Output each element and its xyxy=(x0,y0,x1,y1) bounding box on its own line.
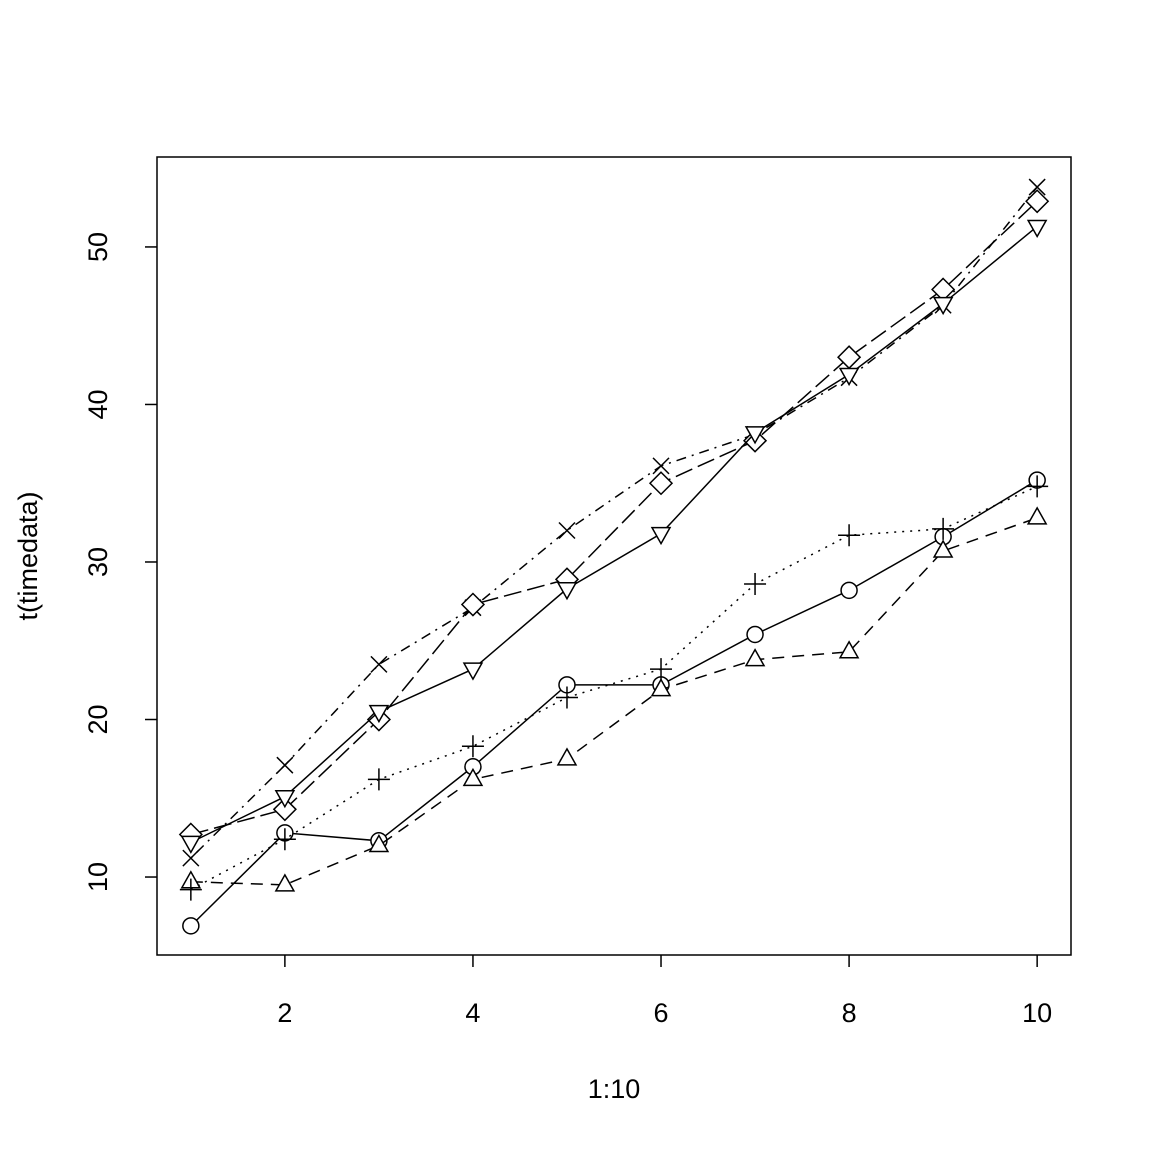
point-marker xyxy=(746,625,764,644)
point-marker xyxy=(460,592,486,617)
series-line xyxy=(190,485,1038,891)
point-marker xyxy=(273,828,296,851)
point-marker xyxy=(368,704,390,724)
series-line xyxy=(190,479,1038,927)
plot-box xyxy=(156,156,1072,956)
point-marker xyxy=(464,758,482,776)
y-tick-label: 40 xyxy=(83,389,113,419)
point-marker xyxy=(744,426,766,445)
point-marker xyxy=(462,767,484,787)
y-tick-label: 20 xyxy=(83,704,113,734)
point-marker xyxy=(182,849,200,867)
series-line xyxy=(190,225,1038,844)
point-marker xyxy=(180,835,202,854)
y-tick-label: 30 xyxy=(83,547,113,577)
x-tick-label: 4 xyxy=(465,998,480,1028)
x-tick-label: 2 xyxy=(277,998,292,1028)
point-marker xyxy=(1026,219,1048,238)
point-marker xyxy=(370,655,388,673)
point-marker xyxy=(838,367,860,387)
y-tick-label: 50 xyxy=(83,232,113,262)
point-marker xyxy=(932,539,954,558)
point-marker xyxy=(367,768,390,791)
series-line xyxy=(190,517,1038,886)
point-marker xyxy=(276,756,294,774)
x-tick-label: 8 xyxy=(842,998,857,1028)
series-line xyxy=(190,200,1038,836)
point-marker xyxy=(272,797,297,822)
point-marker xyxy=(556,582,578,601)
point-marker xyxy=(461,735,484,758)
point-marker xyxy=(1026,475,1049,498)
point-marker xyxy=(555,686,578,709)
point-marker xyxy=(744,648,766,667)
x-tick-label: 6 xyxy=(654,998,669,1028)
point-marker xyxy=(1026,506,1048,525)
point-marker xyxy=(462,662,484,681)
point-marker xyxy=(556,747,578,766)
x-tick-label: 10 xyxy=(1022,998,1052,1028)
point-marker xyxy=(648,471,674,496)
x-axis-label: 1:10 xyxy=(588,1074,641,1104)
point-marker xyxy=(840,581,858,600)
y-tick-label: 10 xyxy=(83,862,113,892)
point-marker xyxy=(932,517,955,540)
point-marker xyxy=(838,640,860,659)
series-line xyxy=(190,186,1038,859)
y-axis-label: t(timedata) xyxy=(13,491,43,620)
point-marker xyxy=(558,676,576,694)
point-marker xyxy=(558,521,576,540)
point-marker xyxy=(652,457,670,475)
point-marker xyxy=(650,678,672,697)
point-marker xyxy=(179,878,202,901)
point-marker xyxy=(838,524,861,547)
point-marker xyxy=(368,833,390,853)
point-marker xyxy=(274,873,296,892)
point-marker xyxy=(182,917,200,935)
point-marker xyxy=(1025,189,1050,214)
point-marker xyxy=(650,526,672,546)
point-marker xyxy=(744,573,767,596)
point-marker xyxy=(274,789,296,809)
point-marker xyxy=(650,658,673,681)
point-marker xyxy=(932,296,954,316)
point-marker xyxy=(1028,178,1046,196)
